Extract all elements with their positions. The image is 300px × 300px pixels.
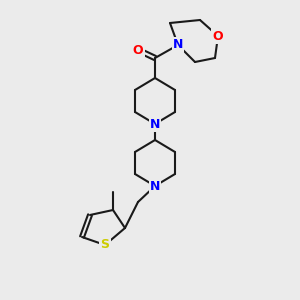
- Text: N: N: [173, 38, 183, 52]
- Text: S: S: [100, 238, 109, 251]
- Text: O: O: [133, 44, 143, 56]
- Text: N: N: [150, 179, 160, 193]
- Text: O: O: [213, 29, 223, 43]
- Text: N: N: [150, 118, 160, 130]
